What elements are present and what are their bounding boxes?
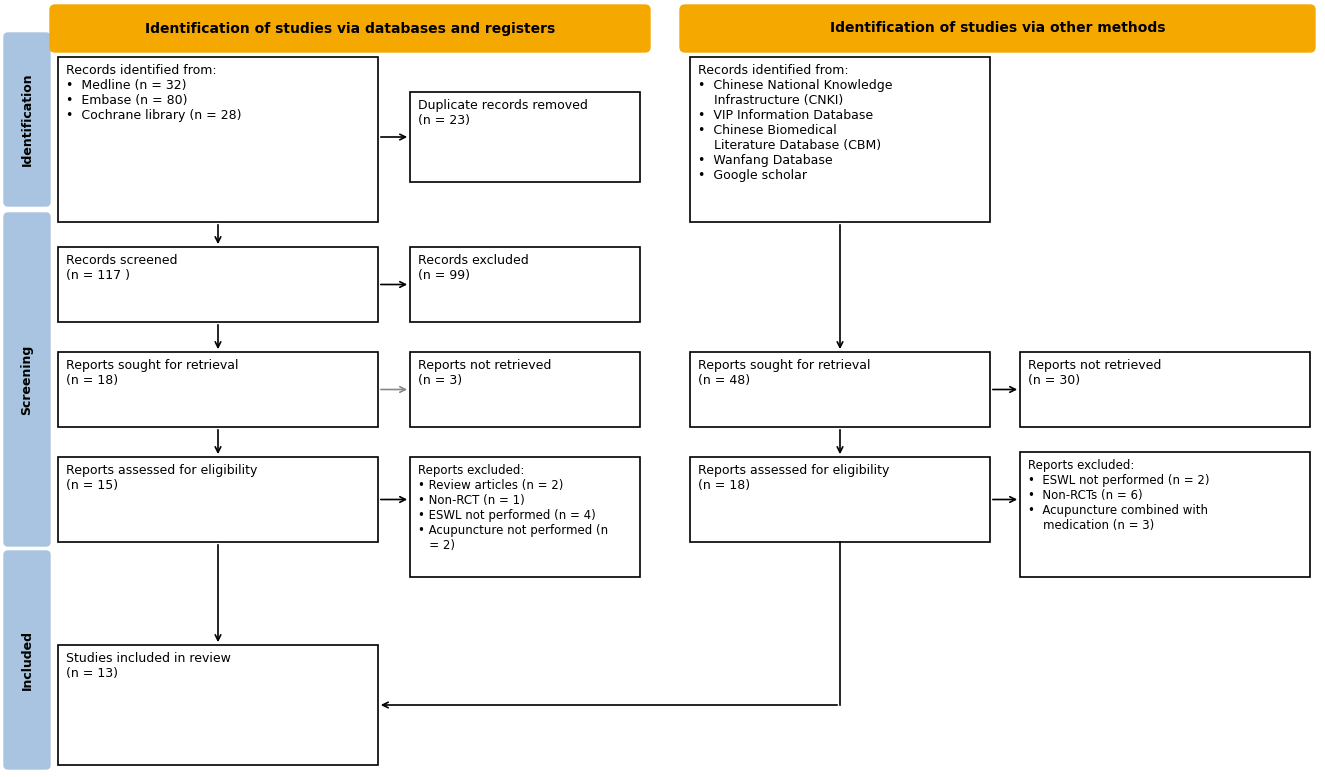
FancyBboxPatch shape: [58, 247, 378, 322]
FancyBboxPatch shape: [690, 57, 990, 222]
FancyBboxPatch shape: [409, 352, 640, 427]
FancyBboxPatch shape: [4, 551, 50, 769]
FancyBboxPatch shape: [4, 33, 50, 206]
Text: Included: Included: [20, 630, 33, 690]
Text: Studies included in review
(n = 13): Studies included in review (n = 13): [66, 652, 231, 680]
FancyBboxPatch shape: [50, 5, 651, 52]
Text: Reports excluded:
• Review articles (n = 2)
• Non-RCT (n = 1)
• ESWL not perform: Reports excluded: • Review articles (n =…: [417, 464, 608, 552]
Text: Reports sought for retrieval
(n = 48): Reports sought for retrieval (n = 48): [698, 359, 871, 387]
Text: Records screened
(n = 117 ): Records screened (n = 117 ): [66, 254, 178, 282]
Text: Reports sought for retrieval
(n = 18): Reports sought for retrieval (n = 18): [66, 359, 238, 387]
Text: Screening: Screening: [20, 344, 33, 415]
FancyBboxPatch shape: [690, 457, 990, 542]
Text: Reports not retrieved
(n = 30): Reports not retrieved (n = 30): [1028, 359, 1162, 387]
Text: Reports excluded:
•  ESWL not performed (n = 2)
•  Non-RCTs (n = 6)
•  Acupunctu: Reports excluded: • ESWL not performed (…: [1028, 459, 1210, 532]
FancyBboxPatch shape: [1020, 352, 1310, 427]
Text: Reports not retrieved
(n = 3): Reports not retrieved (n = 3): [417, 359, 551, 387]
FancyBboxPatch shape: [58, 352, 378, 427]
Text: Reports assessed for eligibility
(n = 15): Reports assessed for eligibility (n = 15…: [66, 464, 257, 492]
FancyBboxPatch shape: [409, 92, 640, 182]
Text: Reports assessed for eligibility
(n = 18): Reports assessed for eligibility (n = 18…: [698, 464, 889, 492]
Text: Identification: Identification: [20, 73, 33, 166]
FancyBboxPatch shape: [690, 352, 990, 427]
FancyBboxPatch shape: [409, 457, 640, 577]
FancyBboxPatch shape: [4, 213, 50, 546]
FancyBboxPatch shape: [58, 645, 378, 765]
FancyBboxPatch shape: [58, 457, 378, 542]
Text: Identification of studies via other methods: Identification of studies via other meth…: [829, 22, 1165, 36]
Text: Records identified from:
•  Medline (n = 32)
•  Embase (n = 80)
•  Cochrane libr: Records identified from: • Medline (n = …: [66, 64, 241, 122]
FancyBboxPatch shape: [409, 247, 640, 322]
FancyBboxPatch shape: [58, 57, 378, 222]
FancyBboxPatch shape: [680, 5, 1314, 52]
Text: Records excluded
(n = 99): Records excluded (n = 99): [417, 254, 529, 282]
Text: Duplicate records removed
(n = 23): Duplicate records removed (n = 23): [417, 99, 588, 127]
Text: Identification of studies via databases and registers: Identification of studies via databases …: [144, 22, 555, 36]
FancyBboxPatch shape: [1020, 452, 1310, 577]
Text: Records identified from:
•  Chinese National Knowledge
    Infrastructure (CNKI): Records identified from: • Chinese Natio…: [698, 64, 893, 182]
